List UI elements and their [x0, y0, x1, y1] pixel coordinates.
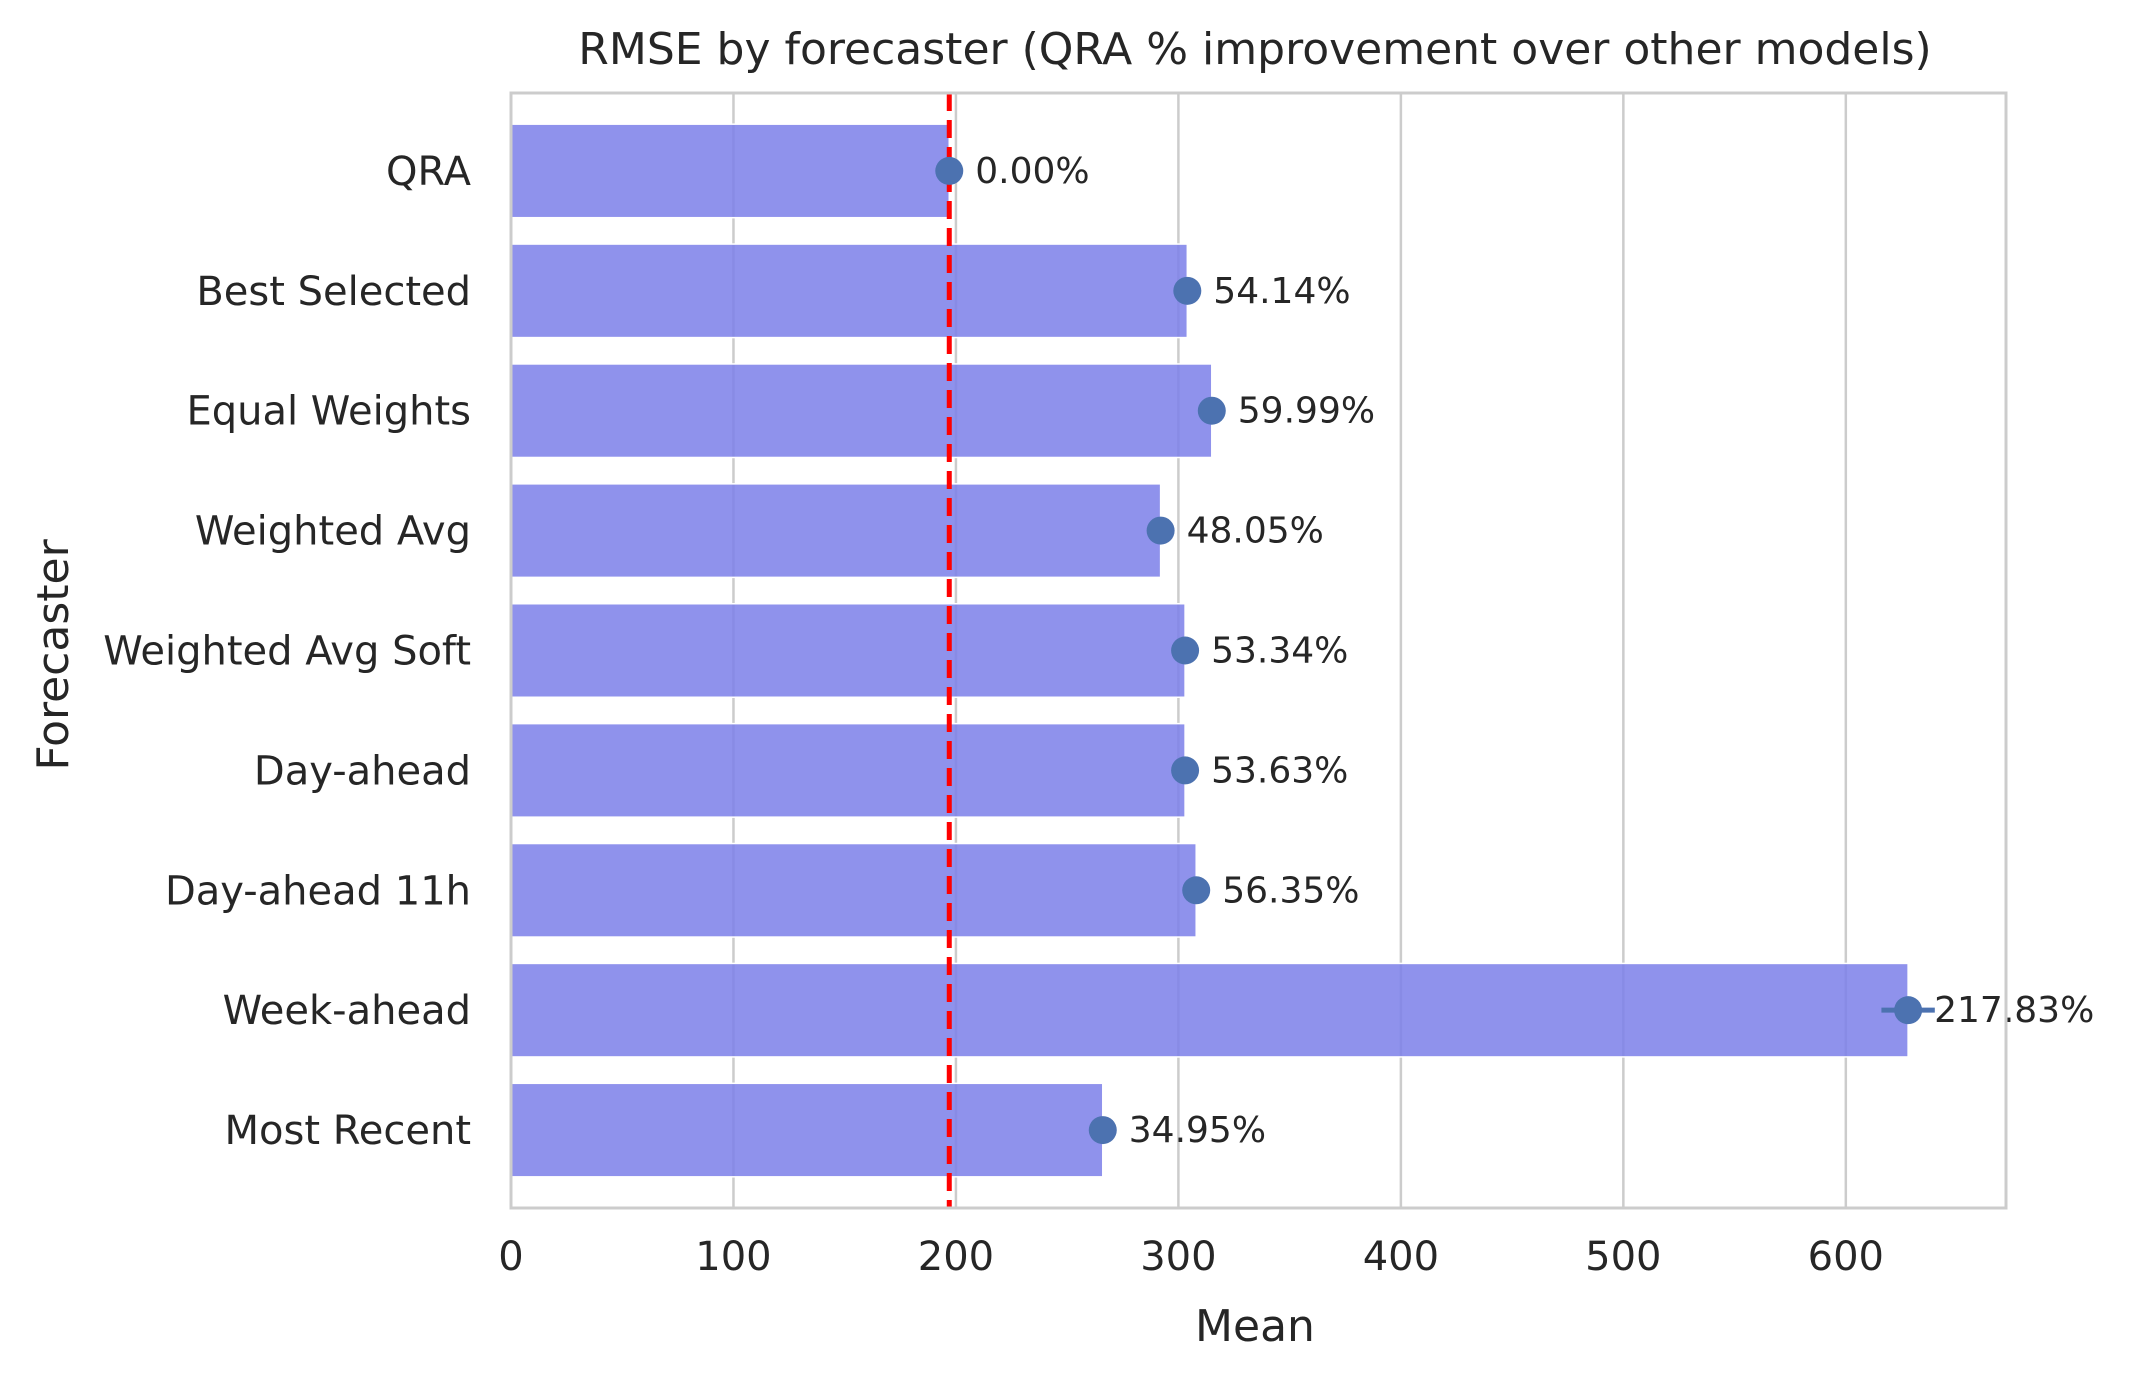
y-tick-label: Day-ahead — [254, 748, 471, 794]
bar — [510, 842, 1197, 938]
y-axis-label: Forecaster — [28, 538, 79, 770]
data-label: 217.83% — [1934, 990, 2094, 1031]
x-tick-label: 500 — [1585, 1234, 1661, 1280]
mean-point — [1894, 996, 1923, 1025]
data-label: 56.35% — [1222, 870, 1359, 911]
data-label: 0.00% — [975, 151, 1089, 192]
mean-point — [1088, 1116, 1117, 1145]
bar — [510, 123, 951, 219]
bars — [510, 123, 1909, 1178]
bar — [510, 363, 1213, 459]
bar — [510, 243, 1189, 339]
x-tick-label: 600 — [1808, 1234, 1884, 1280]
data-label: 53.34% — [1211, 631, 1348, 672]
x-tick-label: 400 — [1363, 1234, 1439, 1280]
chart-title: RMSE by forecaster (QRA % improvement ov… — [578, 24, 1931, 75]
bar — [510, 1082, 1104, 1178]
data-label: 48.05% — [1187, 511, 1324, 552]
data-label: 54.14% — [1213, 271, 1350, 312]
plot-frame — [509, 91, 2008, 1210]
x-tick-labels: 0 100 200 300 400 500 600 — [498, 1234, 1884, 1280]
y-tick-labels: QRA Best Selected Equal Weights Weighted Av… — [103, 149, 471, 1154]
y-tick-label: Weighted Avg — [195, 509, 471, 555]
x-tick-label: 300 — [1140, 1234, 1216, 1280]
bar — [510, 483, 1162, 579]
data-labels: 0.00% 54.14% 59.99% 48.05% 53.34% 53.63% 56.35… — [975, 151, 2094, 1151]
y-tick-label: Weighted Avg Soft — [103, 629, 471, 675]
bar — [510, 722, 1186, 818]
data-label: 34.95% — [1129, 1110, 1266, 1151]
data-label: 53.63% — [1211, 750, 1348, 791]
mean-point — [935, 156, 964, 185]
bar — [510, 602, 1186, 699]
y-tick-label: Week-ahead — [223, 988, 471, 1034]
y-tick-label: Best Selected — [196, 269, 471, 315]
x-axis-label: Mean — [1195, 1301, 1315, 1352]
mean-point — [1182, 876, 1211, 905]
y-tick-label: Equal Weights — [186, 389, 471, 435]
mean-point — [1146, 516, 1175, 545]
bar — [510, 962, 1909, 1058]
mean-point — [1173, 276, 1202, 305]
mean-point — [1171, 756, 1200, 785]
points — [935, 156, 1935, 1145]
x-tick-label: 200 — [918, 1234, 994, 1280]
y-tick-label: Most Recent — [225, 1108, 471, 1154]
y-tick-label: QRA — [386, 149, 472, 195]
x-tick-label: 0 — [498, 1234, 523, 1280]
y-tick-label: Day-ahead 11h — [165, 868, 471, 914]
mean-point — [1171, 636, 1200, 665]
x-tick-label: 100 — [695, 1234, 771, 1280]
data-label: 59.99% — [1238, 391, 1375, 432]
mean-point — [1197, 396, 1226, 425]
